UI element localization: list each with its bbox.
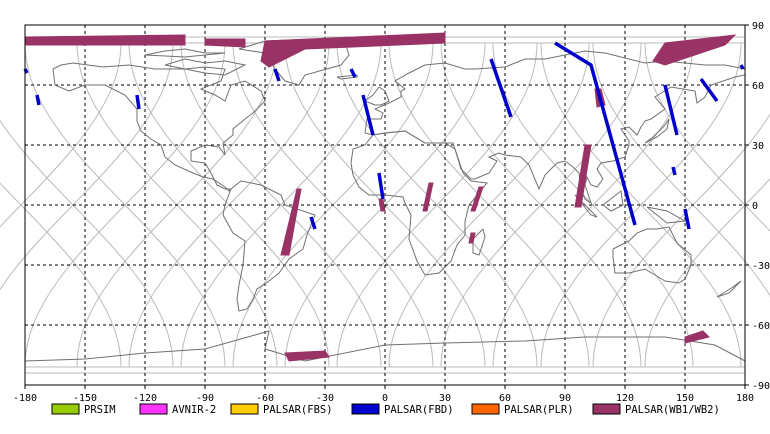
legend-swatch <box>471 403 500 415</box>
swath-palsar-wb <box>684 330 710 344</box>
x-tick-label: -90 <box>196 393 214 404</box>
orbit-track <box>336 42 538 368</box>
orbit-track <box>0 42 122 228</box>
legend-label: PALSAR(PLR) <box>504 404 574 416</box>
coastline <box>364 86 390 106</box>
x-tick-label: 120 <box>616 393 634 404</box>
swath-palsar-fbd <box>361 94 375 136</box>
swath-palsar-wb <box>24 34 186 46</box>
swath-palsar-wb <box>470 186 484 212</box>
x-tick-label: 30 <box>439 393 451 404</box>
swath-palsar-fbd <box>671 166 677 176</box>
swath-palsar-fbd <box>135 94 141 110</box>
coastline <box>336 74 358 80</box>
coastline <box>602 190 624 212</box>
swath-palsar-fbd <box>349 68 357 78</box>
swath-palsar-fbd <box>35 94 41 106</box>
y-tick-label: 0 <box>752 201 758 212</box>
orbit-track <box>0 182 122 368</box>
orbit-track <box>180 42 382 368</box>
x-tick-label: -60 <box>256 393 274 404</box>
x-tick-label: 180 <box>736 393 754 404</box>
latitude-labels: 90 60 30 0 -30 -60 -90 <box>752 21 770 392</box>
orbit-track <box>540 42 742 368</box>
coastline <box>24 330 746 362</box>
legend-swatch <box>351 403 380 415</box>
legend-swatch <box>592 403 621 415</box>
swath-palsar-wb <box>280 188 302 256</box>
swath-palsar-wb <box>204 38 246 48</box>
swaths-palsar-fbd <box>23 41 745 230</box>
x-tick-label: 150 <box>676 393 694 404</box>
x-tick-label: -180 <box>13 393 37 404</box>
legend-label: PALSAR(FBS) <box>263 404 333 416</box>
y-tick-label: 60 <box>752 81 764 92</box>
orbit-track <box>492 42 694 368</box>
y-tick-label: 90 <box>752 21 764 32</box>
y-tick-label: -90 <box>752 381 770 392</box>
coastline <box>574 194 598 218</box>
y-tick-label: 30 <box>752 141 764 152</box>
coastline <box>716 280 742 298</box>
coastline <box>644 118 670 144</box>
coastline <box>364 50 746 205</box>
swath-palsar-wb <box>284 350 330 362</box>
legend-swatch <box>139 403 168 415</box>
legend-label: PALSAR(WB1/WB2) <box>625 404 720 416</box>
legend-label: PRSIM <box>84 404 116 416</box>
swath-palsar-fbd <box>554 41 637 226</box>
coastline <box>164 58 247 76</box>
coastline <box>472 228 486 256</box>
longitude-labels: -180 -150 -120 -90 -60 -30 0 30 60 90 120 150 180 <box>13 393 754 404</box>
legend-swatch <box>51 403 80 415</box>
legend-swatch <box>230 403 259 415</box>
coastline <box>612 226 692 284</box>
swath-palsar-fbd <box>489 58 513 118</box>
swath-palsar-fbd <box>309 216 317 230</box>
x-tick-label: 0 <box>382 393 388 404</box>
coastline <box>222 180 316 312</box>
coastline <box>144 48 226 58</box>
coastline <box>52 62 266 192</box>
x-tick-label: 60 <box>499 393 511 404</box>
swath-palsar-fbd <box>663 84 679 136</box>
swath-palsar-fbd <box>739 64 745 70</box>
legend: PRSIM AVNIR-2 PALSAR(FBS) PALSAR(FBD) PALSAR… <box>51 403 720 416</box>
swath-palsar-wb <box>260 32 446 68</box>
swaths-palsar-wb <box>24 32 737 362</box>
x-tick-label: -150 <box>73 393 97 404</box>
map-frame <box>24 24 749 389</box>
coastline <box>350 130 488 276</box>
x-tick-label: 90 <box>559 393 571 404</box>
x-tick-label: -30 <box>316 393 334 404</box>
swath-palsar-wb <box>652 34 737 66</box>
swath-palsar-wb <box>422 182 434 212</box>
swath-palsar-wb <box>468 232 476 244</box>
swath-palsar-wb <box>378 198 386 212</box>
legend-label: AVNIR-2 <box>172 404 216 416</box>
swath-palsar-fbd <box>273 68 281 82</box>
y-tick-label: -60 <box>752 321 770 332</box>
coastline <box>646 206 687 224</box>
map-grid <box>25 25 745 385</box>
swath-palsar-fbd <box>699 77 719 103</box>
swath-palsar-fbd <box>377 172 385 200</box>
swath-palsar-fbd <box>683 208 691 230</box>
y-tick-label: -30 <box>752 261 770 272</box>
x-tick-label: -120 <box>133 393 157 404</box>
swath-palsar-wb <box>574 144 592 208</box>
legend-label: PALSAR(FBD) <box>384 404 454 416</box>
